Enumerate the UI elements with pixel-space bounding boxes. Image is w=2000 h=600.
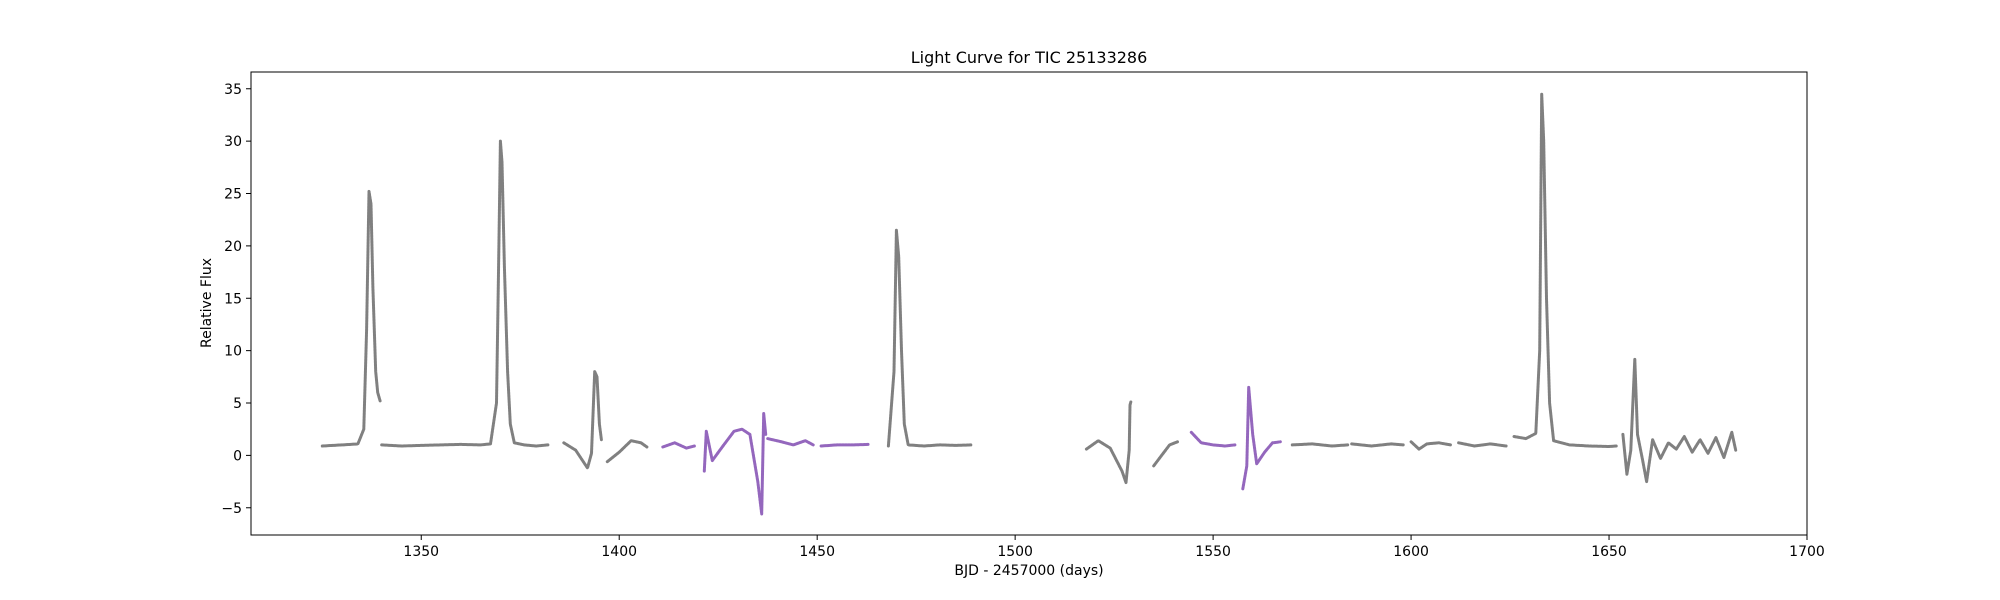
x-tick-label: 1700 — [1789, 544, 1825, 560]
y-tick-label: 10 — [224, 344, 242, 360]
x-tick-label: 1550 — [1195, 544, 1231, 560]
light-curve-segment — [1241, 385, 1282, 491]
y-tick-label: 0 — [233, 448, 242, 464]
y-tick-label: 20 — [224, 239, 242, 255]
y-tick-label: 35 — [224, 82, 242, 98]
light-curve-segment — [320, 189, 382, 448]
light-curve-segment — [819, 442, 871, 448]
light-curve-segment — [1512, 92, 1619, 448]
light-curve-segment — [1457, 441, 1508, 448]
light-curve-segment — [766, 437, 815, 447]
x-axis-label: BJD - 2457000 (days) — [954, 563, 1103, 579]
y-tick-label: 5 — [233, 396, 242, 412]
series-0 — [320, 92, 1738, 485]
x-tick-label: 1450 — [799, 544, 835, 560]
chart-title: Light Curve for TIC 25133286 — [911, 48, 1148, 67]
light-curve-segment — [1409, 440, 1453, 451]
y-tick-label: 25 — [224, 187, 242, 203]
x-tick-label: 1650 — [1591, 544, 1627, 560]
x-axis: 1350 1400 1450 1500 1550 1600 1650 1700 — [403, 535, 1825, 560]
light-curve-segment — [1189, 430, 1237, 448]
plot-frame — [250, 71, 1808, 536]
light-curve-segment — [605, 439, 649, 464]
x-tick-label: 1600 — [1393, 544, 1429, 560]
y-tick-label: 15 — [224, 291, 242, 307]
x-tick-label: 1400 — [601, 544, 637, 560]
data-layer — [320, 92, 1738, 516]
light-curve-segment — [1152, 440, 1179, 468]
light-curve-segment — [1084, 400, 1133, 485]
light-curve-segment — [886, 228, 974, 448]
series-1 — [661, 385, 1282, 516]
y-tick-label: 30 — [224, 134, 242, 150]
light-curve-segment — [1350, 442, 1405, 448]
plot-area — [320, 92, 1738, 516]
light-curve-segment — [380, 139, 550, 448]
y-tick-label: −5 — [221, 501, 242, 517]
light-curve-segment — [702, 412, 768, 516]
light-curve-segment — [562, 370, 603, 470]
light-curve-segment — [661, 441, 696, 450]
y-axis-label: Relative Flux — [199, 258, 215, 348]
y-axis: −5 0 5 10 15 20 25 30 35 — [221, 82, 251, 517]
light-curve-segment — [1621, 357, 1738, 484]
x-tick-label: 1500 — [997, 544, 1033, 560]
x-tick-label: 1350 — [403, 544, 439, 560]
light-curve-segment — [1290, 442, 1350, 448]
